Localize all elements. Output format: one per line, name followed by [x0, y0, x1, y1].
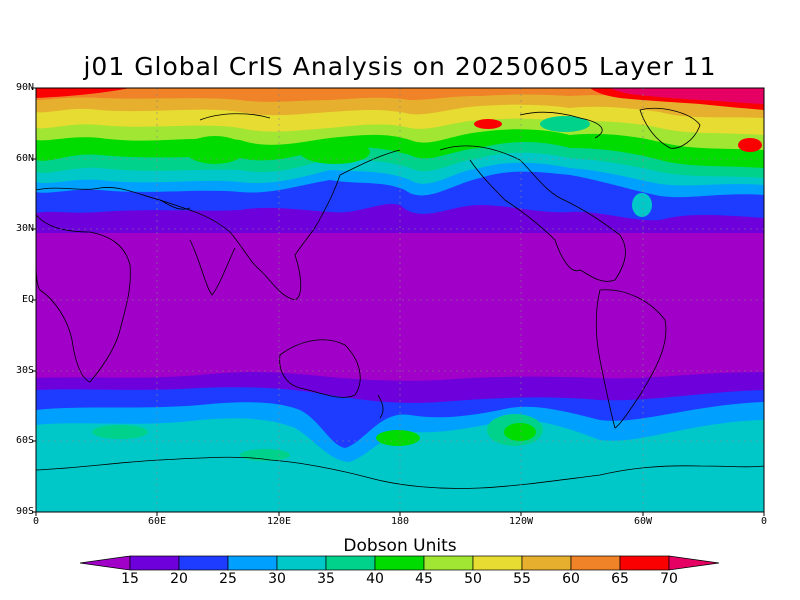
colorbar-level-label: 40 — [366, 571, 384, 587]
colorbar-swatch — [178, 555, 229, 571]
colorbar-level-label: 35 — [317, 571, 335, 587]
grid — [36, 88, 764, 512]
arctic-islands — [199, 111, 603, 139]
x-tick-120e: 120E — [266, 516, 292, 527]
colorbar-high-arrow — [668, 555, 720, 571]
ozone-field — [36, 88, 764, 512]
nh-band-max — [610, 88, 764, 104]
colorbar-swatch — [325, 555, 376, 571]
nz-coast — [377, 394, 384, 419]
x-tick-0-end: 0 — [760, 516, 768, 527]
colorbar-level-label: 15 — [121, 571, 139, 587]
y-tick-90n: 90N — [15, 82, 34, 93]
colorbar-swatch — [521, 555, 572, 571]
colorbar-unit-label: Dobson Units — [343, 536, 457, 556]
colorbar-level-label: 55 — [513, 571, 531, 587]
colorbar-swatch — [227, 555, 278, 571]
tick-marks — [32, 87, 765, 516]
colorbar-swatch — [570, 555, 621, 571]
y-tick-90s: 90S — [15, 506, 34, 517]
coastlines — [35, 107, 765, 489]
nh-blob-green-2 — [300, 140, 370, 164]
colorbar-swatch — [374, 555, 425, 571]
south-america-coast — [595, 289, 667, 429]
colorbar-level-label: 25 — [219, 571, 237, 587]
asia-coast — [159, 149, 401, 301]
sh-blob-green-1 — [92, 425, 148, 439]
nh-blob-red-2 — [738, 138, 762, 152]
y-tick-60s: 60S — [15, 435, 34, 446]
x-tick-60w: 60W — [633, 516, 653, 527]
australia-coast — [279, 339, 361, 398]
antarctic-band — [36, 464, 764, 512]
nh-blob-red-1 — [474, 119, 502, 129]
colorbar-level-label: 30 — [268, 571, 286, 587]
greenland-coast — [639, 107, 701, 149]
colorbar-level-label: 45 — [415, 571, 433, 587]
europe-coast — [35, 187, 191, 210]
colorbar-swatch — [276, 555, 327, 571]
colorbar-low-arrow — [79, 555, 131, 571]
x-tick-180: 180 — [390, 516, 410, 527]
nh-blob-green-3 — [540, 116, 590, 132]
x-tick-60e: 60E — [147, 516, 167, 527]
antarctica-coast — [35, 456, 765, 489]
north-america-coast — [439, 145, 626, 282]
colorbar-swatch — [423, 555, 474, 571]
colorbar-level-label: 50 — [464, 571, 482, 587]
y-tick-30s: 30S — [15, 365, 34, 376]
india-coast — [189, 239, 236, 296]
x-tick-120w: 120W — [508, 516, 534, 527]
colorbar-swatch — [619, 555, 670, 571]
y-tick-eq: EQ — [21, 294, 34, 305]
sh-blob-green-4 — [504, 423, 536, 441]
colorbar-level-label: 70 — [660, 571, 678, 587]
colorbar-level-label: 20 — [170, 571, 188, 587]
africa-coast — [35, 214, 131, 383]
chart-title: j01 Global CrIS Analysis on 20250605 Lay… — [83, 52, 717, 81]
colorbar — [79, 555, 720, 571]
colorbar-level-label: 65 — [611, 571, 629, 587]
colorbar-swatch — [472, 555, 523, 571]
nh-blob-cyan-1 — [632, 193, 652, 217]
colorbar-level-label: 60 — [562, 571, 580, 587]
y-tick-60n: 60N — [15, 153, 34, 164]
x-tick-0: 0 — [32, 516, 40, 527]
sh-blob-green-2 — [376, 430, 420, 446]
nh-blob-green-1 — [185, 136, 245, 164]
colorbar-swatch — [129, 555, 180, 571]
y-tick-30n: 30N — [15, 223, 34, 234]
